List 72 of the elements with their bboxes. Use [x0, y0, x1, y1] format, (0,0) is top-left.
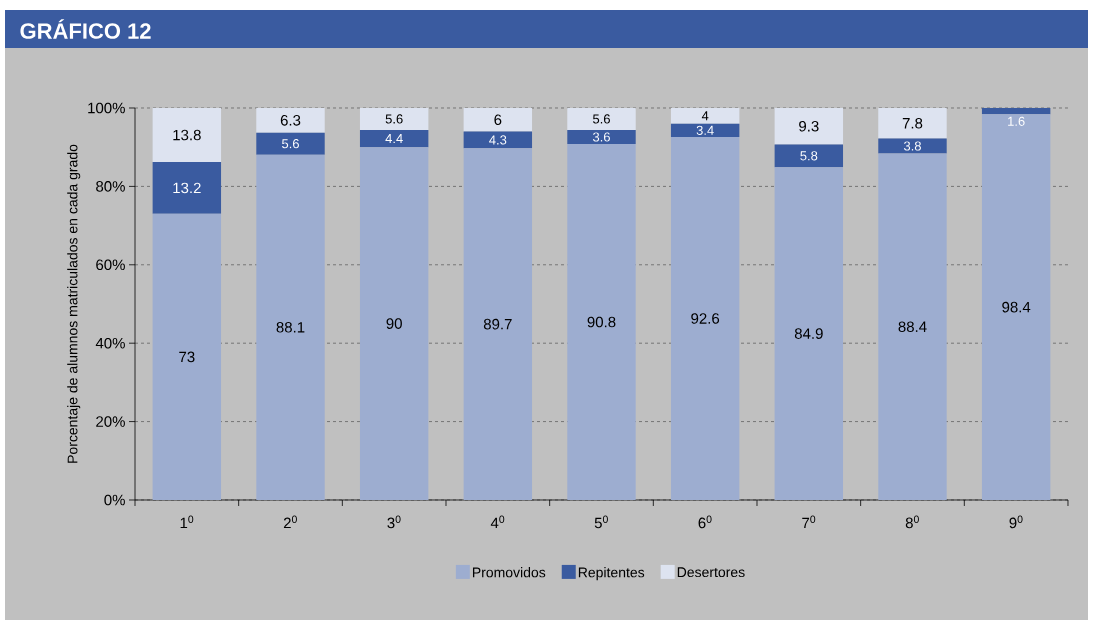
bar: [774, 107, 844, 145]
bar: [878, 138, 947, 154]
bar: [878, 107, 947, 139]
x-tick-label: 9$^{0}$: [1009, 515, 1023, 529]
chart-title: GRÁFICO 12: [20, 19, 151, 39]
bar: [463, 148, 533, 500]
bar: [878, 153, 947, 500]
y-tick-label: 20%: [96, 416, 125, 427]
data-label: 90.8: [587, 316, 616, 328]
bar: [256, 107, 325, 133]
bar: [567, 107, 636, 130]
data-label: 88.1: [276, 322, 305, 333]
data-label: 4: [701, 111, 709, 121]
y-tick-label: 60%: [96, 259, 125, 271]
data-label: 88.4: [898, 321, 927, 333]
y-tick-label: 40%: [95, 337, 125, 349]
data-label: 3.8: [903, 141, 921, 151]
legend-label: Promovidos: [472, 567, 546, 578]
bar: [463, 131, 533, 149]
x-tick-label: 2$^{0}$: [283, 515, 297, 529]
x-tick-label: 7$^{0}$: [802, 515, 816, 529]
data-label: 89.7: [483, 318, 512, 330]
data-label: 84.9: [794, 328, 823, 339]
y-axis-title: Porcentaje de alumnos matriculados en cada grado: [67, 144, 81, 463]
bar: [152, 162, 222, 214]
bar: [774, 144, 844, 168]
bar: [567, 144, 636, 500]
bar: [463, 107, 533, 132]
x-tick-label: 1$^{0}$: [180, 515, 194, 529]
bar: [670, 107, 740, 124]
x-tick-label: 4$^{0}$: [490, 515, 505, 529]
data-label: 4.3: [489, 135, 507, 145]
data-label: 3.4: [696, 125, 714, 135]
bar: [256, 132, 325, 155]
bar: [152, 213, 222, 500]
data-label: 6: [494, 114, 502, 126]
bar: [981, 114, 1051, 500]
data-label: 5.6: [281, 139, 299, 149]
bar: [256, 154, 325, 500]
data-label: 73: [179, 351, 195, 363]
x-tick-label: 8$^{0}$: [905, 515, 919, 529]
x-tick-label: 5$^{0}$: [594, 515, 608, 529]
bar: [359, 107, 429, 130]
bar: [359, 147, 429, 500]
bar: [670, 123, 740, 137]
x-tick-label: 3$^{0}$: [387, 515, 401, 529]
data-label: 98.4: [1002, 301, 1031, 313]
data-label: 3.6: [592, 132, 610, 142]
data-label: 6.3: [280, 115, 301, 126]
bar: [359, 129, 429, 148]
data-label: 5.8: [800, 151, 818, 161]
data-label: 90: [386, 318, 402, 329]
y-tick-label: 0%: [104, 494, 125, 506]
data-label: 4.4: [385, 134, 403, 144]
data-label: 92.6: [691, 313, 720, 324]
legend-label: Repitentes: [578, 567, 645, 581]
x-tick-label: 6$^{0}$: [698, 515, 712, 529]
bar: [152, 107, 222, 163]
bar: [670, 137, 740, 500]
data-label: 5.6: [385, 114, 403, 124]
legend-label: Desertores: [677, 567, 745, 578]
y-tick-label: 100%: [88, 102, 125, 114]
bar: [774, 167, 844, 500]
y-tick-label: 80%: [96, 181, 125, 192]
data-label: 5.6: [592, 114, 610, 124]
data-label: 9.3: [799, 120, 819, 132]
bar: [567, 129, 636, 145]
data-label: 1.6: [1008, 116, 1025, 126]
data-label: 7.8: [902, 117, 923, 129]
bar: [981, 107, 1051, 115]
data-label: 13.2: [173, 182, 201, 194]
data-label: 13.8: [173, 129, 201, 141]
